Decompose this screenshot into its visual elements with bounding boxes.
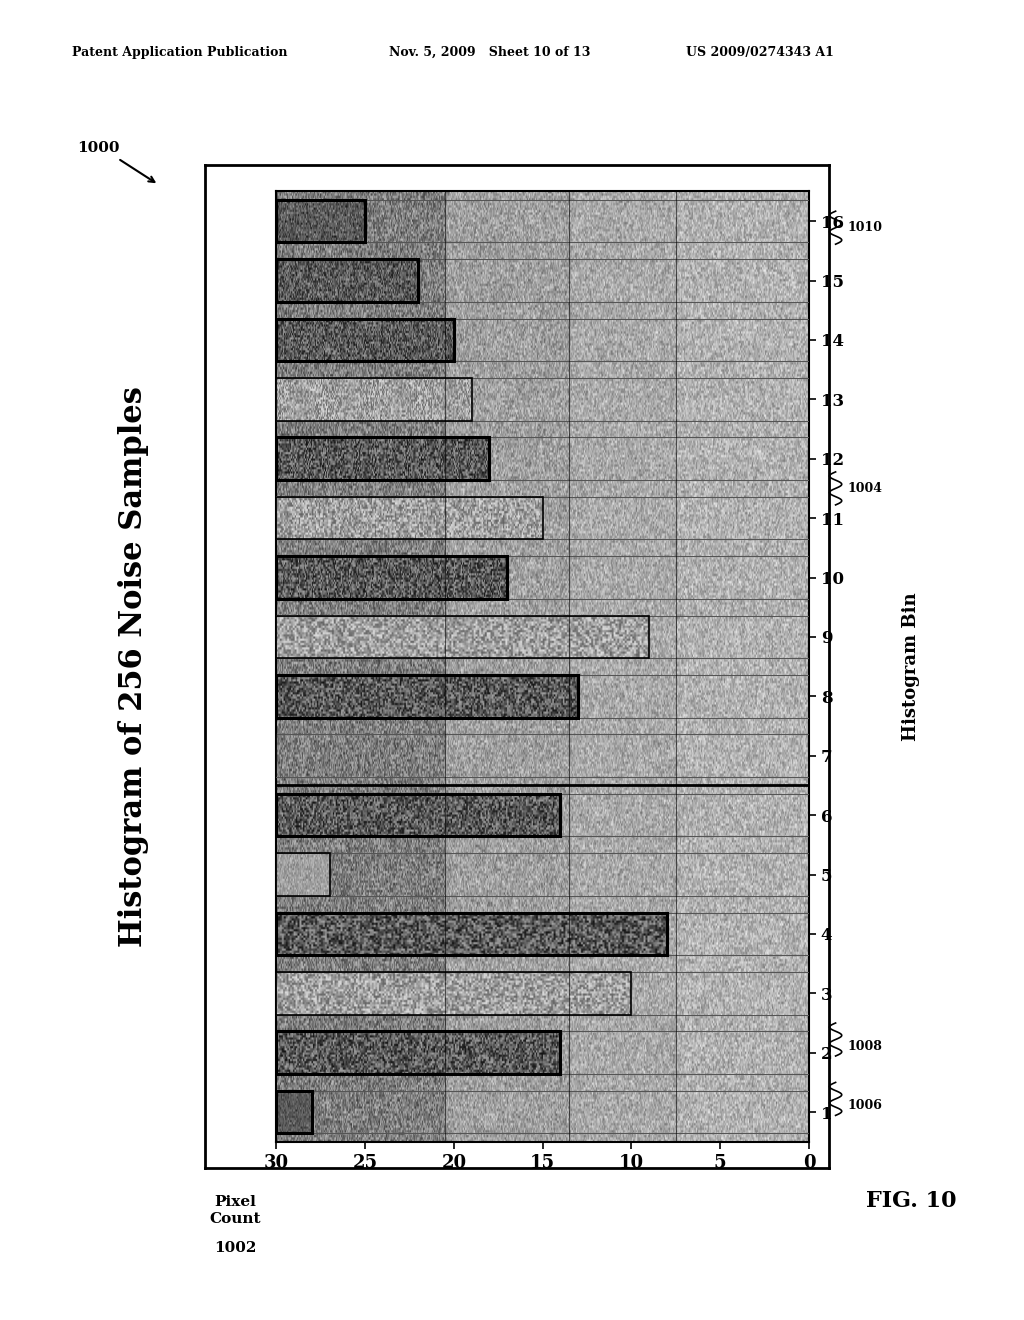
Bar — [276, 912, 667, 956]
Text: 1010: 1010 — [848, 222, 883, 234]
Text: Nov. 5, 2009   Sheet 10 of 13: Nov. 5, 2009 Sheet 10 of 13 — [389, 46, 591, 59]
Text: Histogram Bin: Histogram Bin — [902, 593, 921, 741]
Bar — [276, 378, 809, 421]
Bar — [276, 378, 472, 421]
Bar — [276, 675, 579, 718]
Text: 1004: 1004 — [848, 482, 883, 495]
Bar — [276, 615, 649, 659]
Bar — [276, 259, 809, 302]
Text: Histogram of 256 Noise Samples: Histogram of 256 Noise Samples — [118, 387, 148, 946]
Bar — [276, 1090, 312, 1134]
Bar — [276, 793, 809, 837]
Bar — [276, 496, 809, 540]
Bar — [276, 556, 507, 599]
Text: 1006: 1006 — [848, 1100, 883, 1111]
Text: 1008: 1008 — [848, 1040, 883, 1052]
Bar — [276, 259, 419, 302]
Bar — [276, 972, 632, 1015]
Bar — [276, 793, 560, 837]
Bar — [276, 853, 809, 896]
Bar — [276, 734, 809, 777]
Bar — [276, 1031, 560, 1074]
Text: US 2009/0274343 A1: US 2009/0274343 A1 — [686, 46, 834, 59]
Bar — [276, 496, 543, 540]
Bar — [276, 675, 809, 718]
Text: 1002: 1002 — [214, 1241, 257, 1255]
Bar — [276, 1031, 809, 1074]
Bar — [276, 972, 809, 1015]
Bar — [276, 437, 489, 480]
Bar — [276, 1090, 809, 1134]
Bar — [276, 318, 454, 362]
Bar — [276, 437, 809, 480]
Bar — [276, 318, 809, 362]
Text: 1000: 1000 — [77, 141, 120, 156]
Bar — [276, 615, 809, 659]
Text: Pixel
Count: Pixel Count — [210, 1195, 261, 1226]
Bar — [276, 912, 809, 956]
Bar — [276, 556, 809, 599]
Bar — [276, 853, 330, 896]
Bar — [276, 199, 366, 243]
Text: FIG. 10: FIG. 10 — [866, 1191, 956, 1212]
Bar — [276, 199, 809, 243]
Text: Patent Application Publication: Patent Application Publication — [72, 46, 287, 59]
